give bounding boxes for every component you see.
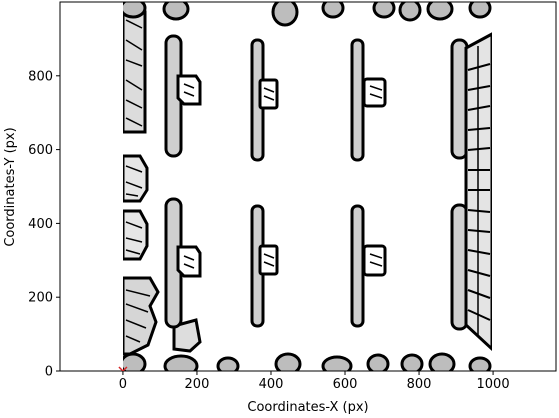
tree-strips (164, 34, 469, 331)
y-tick-label: 400 (28, 217, 53, 232)
background-edge-image (123, 2, 492, 371)
left-building-top (123, 10, 147, 134)
y-tick-label: 0 (45, 365, 53, 380)
data-points (118, 366, 128, 371)
y-axis-label: Coordinates-Y (px) (3, 127, 18, 246)
bottom-left-car (172, 318, 202, 353)
x-tick-label: 200 (185, 377, 210, 392)
y-axis-ticks: 0 200 400 600 800 (28, 69, 60, 380)
x-axis-label: Coordinates-X (px) (247, 400, 368, 415)
kiosk-details (183, 83, 383, 269)
tree-clusters (123, 2, 492, 371)
x-marker-point (118, 366, 128, 371)
y-tick-label: 200 (28, 291, 53, 306)
x-tick-label: 1000 (477, 377, 510, 392)
y-tick-label: 800 (28, 69, 53, 84)
left-building-mid-lower (123, 209, 149, 261)
x-tick-label: 400 (259, 377, 284, 392)
axes-frame (59, 1, 557, 372)
x-axis-ticks: 0 200 400 600 800 1000 (119, 371, 510, 392)
right-building (464, 32, 492, 352)
x-tick-label: 800 (407, 377, 432, 392)
y-tick-label: 600 (28, 143, 53, 158)
x-tick-label: 600 (333, 377, 358, 392)
x-tick-label: 0 (119, 377, 127, 392)
left-building-mid-upper (123, 154, 149, 203)
left-building-bottom (123, 276, 160, 356)
kiosks (176, 74, 387, 278)
